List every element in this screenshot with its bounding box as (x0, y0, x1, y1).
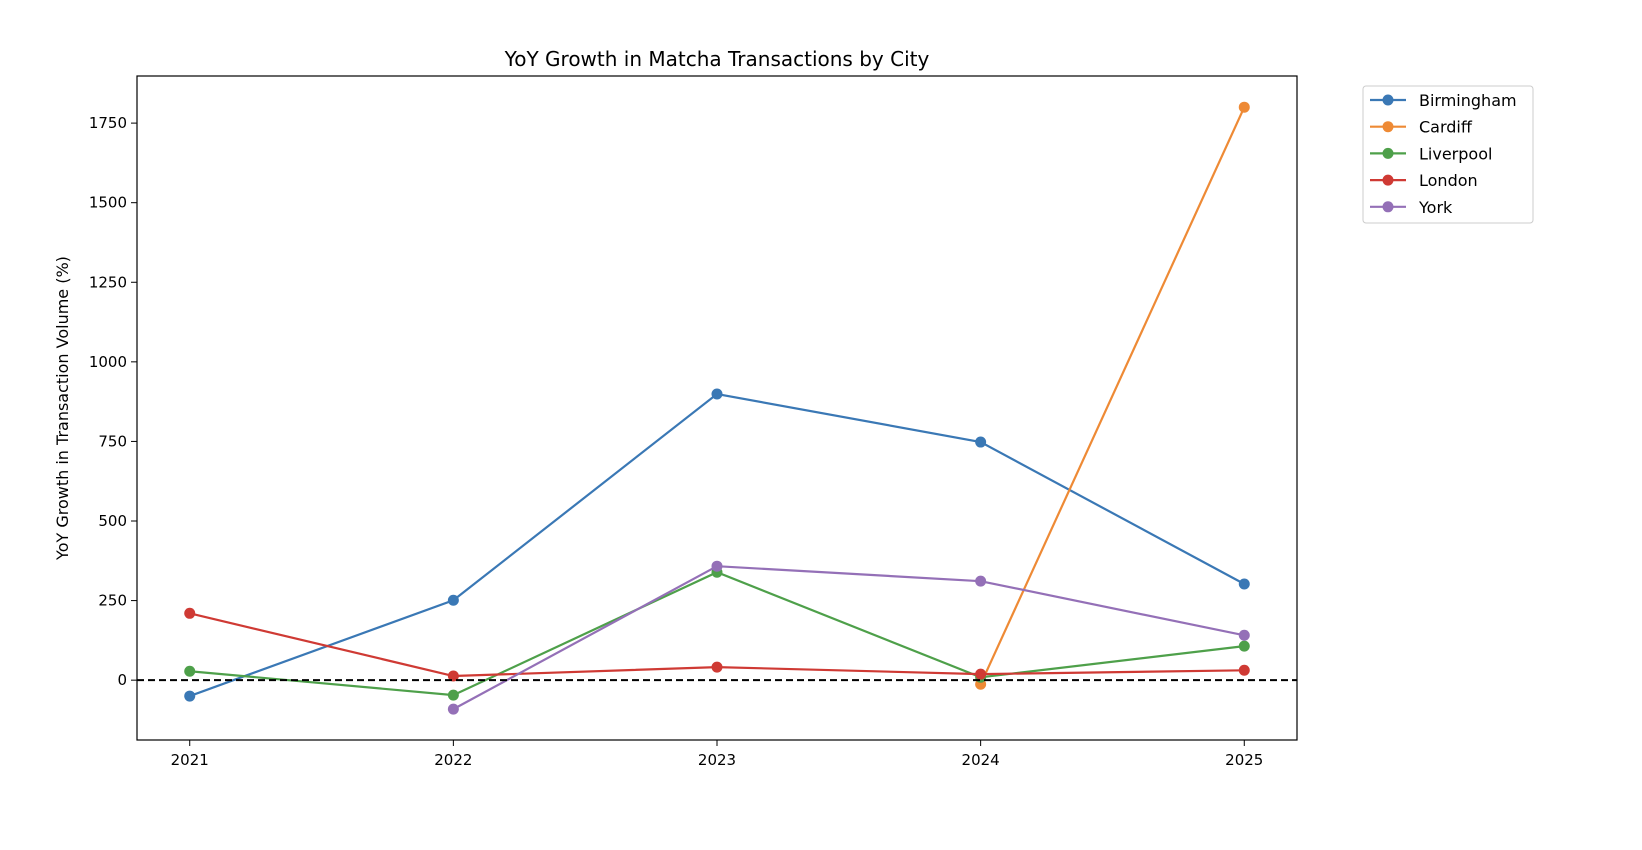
x-tick-label: 2023 (698, 751, 736, 769)
plot-frame (136, 75, 1298, 741)
data-point-birmingham (711, 388, 723, 400)
y-tick-label: 1750 (89, 114, 127, 132)
legend-box (1362, 85, 1534, 224)
data-point-london (447, 670, 459, 682)
data-point-liverpool (1238, 640, 1250, 652)
legend-label: Birmingham (1419, 91, 1517, 110)
y-tick-label: 250 (98, 592, 127, 610)
data-point-london (711, 661, 723, 673)
data-point-london (184, 607, 196, 619)
data-point-birmingham (975, 436, 987, 448)
y-tick-label: 1500 (89, 194, 127, 212)
data-point-london (1238, 664, 1250, 676)
y-axis-label: YoY Growth in Transaction Volume (%) (53, 256, 72, 561)
legend-marker (1382, 147, 1394, 159)
legend: Birmingham Cardiff Liverpool London York (1362, 85, 1534, 224)
legend-marker (1382, 174, 1394, 186)
y-tick-label: 500 (98, 512, 127, 530)
x-tick-label: 2022 (434, 751, 472, 769)
y-tick-label: 0 (117, 671, 127, 689)
series-line-liverpool (189, 571, 1245, 697)
data-point-birmingham (184, 690, 196, 702)
data-point-birmingham (447, 594, 459, 606)
chart-title: YoY Growth in Matcha Transactions by Cit… (504, 47, 930, 71)
x-tick-label: 2021 (171, 751, 209, 769)
data-point-york (1238, 629, 1250, 641)
data-point-york (447, 703, 459, 715)
y-tick-label: 1250 (89, 273, 127, 291)
data-point-cardiff (1238, 101, 1250, 113)
data-point-liverpool (447, 689, 459, 701)
data-point-york (711, 560, 723, 572)
data-point-liverpool (184, 665, 196, 677)
legend-marker (1382, 201, 1394, 213)
data-point-birmingham (1238, 578, 1250, 590)
y-tick-label: 1000 (89, 353, 127, 371)
x-tick-label: 2024 (962, 751, 1000, 769)
legend-label: Cardiff (1419, 118, 1473, 137)
legend-marker (1382, 121, 1394, 133)
data-point-london (975, 668, 987, 680)
data-point-york (975, 575, 987, 587)
legend-marker (1382, 94, 1394, 106)
legend-label: London (1419, 171, 1478, 190)
series-line-cardiff (979, 106, 1246, 685)
legend-label: York (1418, 198, 1453, 217)
legend-label: Liverpool (1419, 144, 1492, 163)
y-tick-label: 750 (98, 432, 127, 450)
series-line-york (452, 565, 1245, 711)
x-tick-label: 2025 (1225, 751, 1263, 769)
